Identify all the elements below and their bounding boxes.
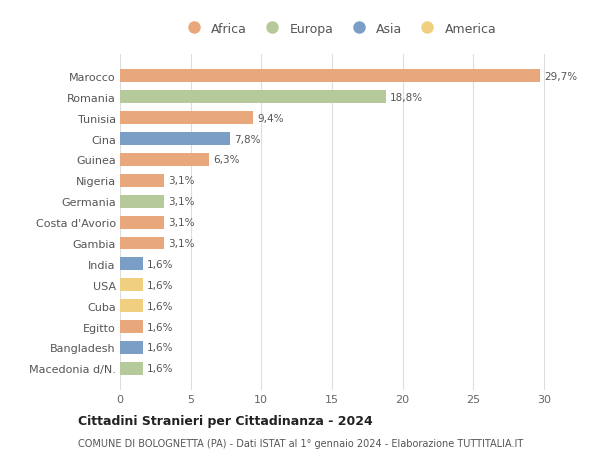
Bar (120, 154, 209, 167)
Bar (120, 237, 164, 250)
Text: 3,1%: 3,1% (168, 197, 194, 207)
Text: 1,6%: 1,6% (147, 322, 173, 332)
Text: 9,4%: 9,4% (257, 113, 284, 123)
Bar (120, 174, 164, 187)
Text: 1,6%: 1,6% (147, 301, 173, 311)
Bar (120, 341, 143, 354)
Text: 3,1%: 3,1% (168, 176, 194, 186)
Bar (120, 91, 386, 104)
Text: 3,1%: 3,1% (168, 239, 194, 248)
Bar (120, 320, 143, 333)
Bar (120, 299, 143, 313)
Text: COMUNE DI BOLOGNETTA (PA) - Dati ISTAT al 1° gennaio 2024 - Elaborazione TUTTITA: COMUNE DI BOLOGNETTA (PA) - Dati ISTAT a… (78, 438, 523, 448)
Text: 1,6%: 1,6% (147, 259, 173, 269)
Bar (120, 216, 164, 229)
Text: 1,6%: 1,6% (147, 364, 173, 374)
Text: Cittadini Stranieri per Cittadinanza - 2024: Cittadini Stranieri per Cittadinanza - 2… (78, 414, 373, 428)
Text: 7,8%: 7,8% (235, 134, 261, 144)
Text: 6,3%: 6,3% (213, 155, 240, 165)
Bar (120, 70, 539, 83)
Bar (120, 258, 143, 271)
Bar (120, 196, 164, 208)
Bar (120, 279, 143, 291)
Bar (120, 362, 143, 375)
Legend: Africa, Europa, Asia, America: Africa, Europa, Asia, America (176, 18, 502, 41)
Text: 29,7%: 29,7% (544, 72, 577, 82)
Text: 18,8%: 18,8% (390, 93, 423, 103)
Bar (120, 112, 253, 125)
Text: 3,1%: 3,1% (168, 218, 194, 228)
Text: 1,6%: 1,6% (147, 280, 173, 290)
Bar (120, 133, 230, 146)
Text: 1,6%: 1,6% (147, 342, 173, 353)
